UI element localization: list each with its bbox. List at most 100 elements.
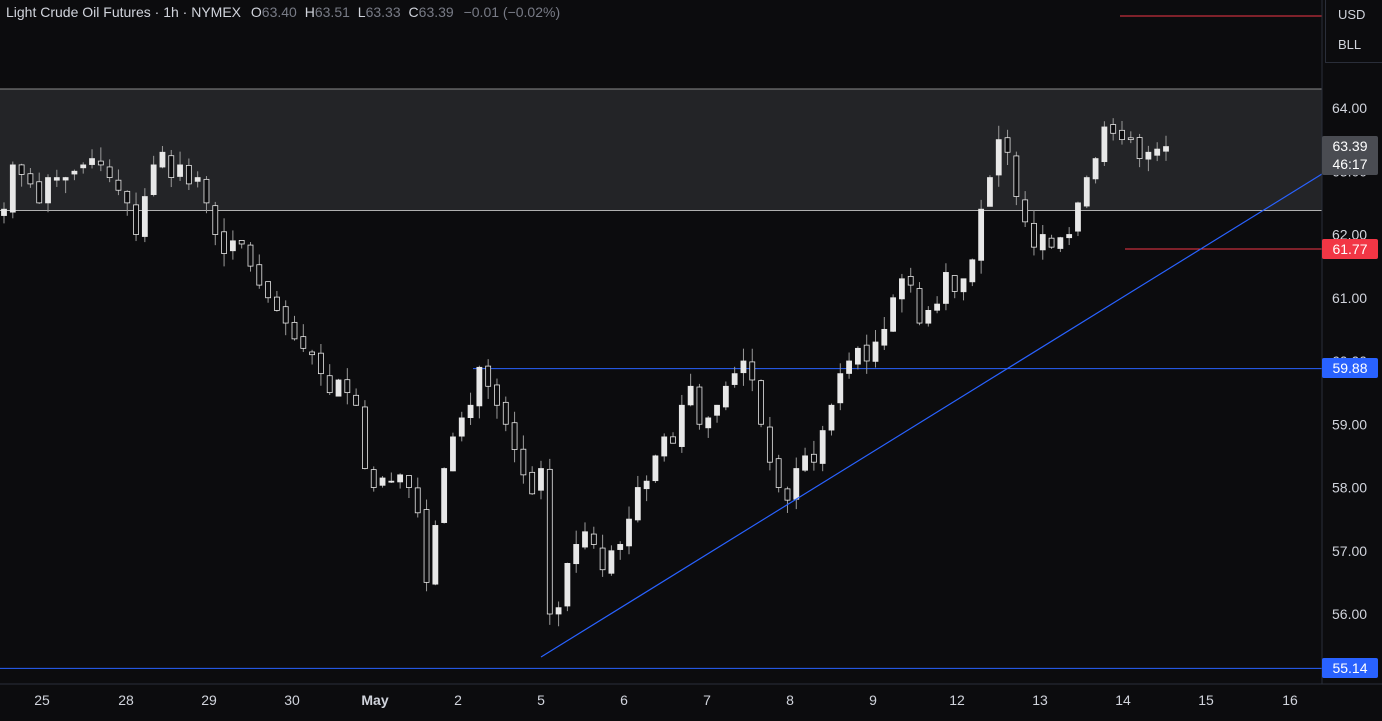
candle-body: [1145, 151, 1152, 160]
time-tick-label: 15: [1198, 692, 1214, 708]
high-label: H: [304, 4, 315, 20]
close-label: C: [408, 4, 419, 20]
candle-body: [766, 426, 773, 463]
candle-body: [1048, 237, 1055, 248]
unit-button[interactable]: BLL: [1338, 37, 1362, 52]
candle-body: [238, 240, 245, 245]
price-tick-label: 59.00: [1332, 416, 1367, 432]
candle-body: [705, 417, 712, 429]
candle-body: [388, 480, 395, 483]
candle-body: [1057, 237, 1064, 249]
candle-body: [432, 525, 439, 585]
price-tick-label: 56.00: [1332, 606, 1367, 622]
candle-body: [599, 547, 606, 571]
trendline[interactable]: [540, 173, 1323, 658]
candle-body: [1101, 126, 1108, 163]
currency-button[interactable]: USD: [1338, 7, 1366, 22]
candle-body: [520, 448, 527, 476]
candle-body: [115, 179, 122, 191]
zone-fill: [0, 89, 1322, 211]
candle-body: [916, 288, 923, 324]
candle-body: [573, 544, 580, 565]
candle-body: [458, 417, 465, 437]
candle-body: [749, 361, 756, 381]
unit-selector[interactable]: USD BLL: [1325, 0, 1382, 63]
candle-body: [1, 208, 7, 216]
candle-body: [740, 360, 747, 374]
candle-body: [265, 281, 271, 299]
low-value: 63.33: [365, 4, 401, 20]
candle-body: [467, 404, 474, 419]
time-tick-label: 9: [869, 692, 877, 708]
candles: [1, 118, 1169, 627]
ascending-trendline[interactable]: [540, 173, 1323, 658]
time-tick-label: 13: [1032, 692, 1048, 708]
interval-label[interactable]: 1h: [163, 4, 179, 20]
candle-body: [687, 385, 694, 406]
time-tick-label: 7: [703, 692, 711, 708]
support-tag: 55.14: [1322, 658, 1378, 678]
candle-body: [960, 278, 967, 293]
candle-body: [802, 455, 808, 471]
change-value: −0.01 (−0.02%): [463, 4, 561, 20]
candle-body: [406, 475, 412, 488]
candle-body: [344, 379, 351, 394]
candle-body: [538, 468, 544, 491]
candle-body: [1075, 202, 1081, 232]
candle-body: [863, 344, 870, 362]
candle-body: [837, 373, 844, 404]
price-tick-label: 62.00: [1332, 227, 1367, 243]
symbol-name[interactable]: Light Crude Oil Futures: [6, 4, 151, 20]
candle-body: [907, 275, 914, 286]
candle-body: [1110, 124, 1117, 134]
candle-body: [106, 166, 113, 178]
candle-body: [810, 453, 817, 463]
candle-body: [555, 607, 562, 615]
current-price-tag: 63.39 46:17: [1322, 136, 1378, 175]
candle-body: [124, 190, 131, 204]
candle-body: [326, 375, 333, 394]
time-tick-label: 2: [454, 692, 462, 708]
candle-body: [784, 488, 791, 501]
price-axis[interactable]: 56.0057.0058.0059.0060.0061.0062.0063.00…: [1321, 0, 1367, 684]
price-tick-label: 64.00: [1332, 100, 1367, 116]
candle-body: [45, 177, 51, 204]
candle-body: [318, 352, 324, 375]
candle-body: [731, 373, 738, 385]
candle-body: [696, 386, 703, 425]
candle-body: [291, 321, 298, 340]
candle-body: [414, 487, 421, 514]
candle-body: [9, 164, 16, 213]
candle-body: [18, 164, 25, 175]
red-level-tag: 61.77: [1322, 239, 1378, 259]
candle-body: [441, 468, 448, 523]
candle-body: [626, 518, 632, 547]
candle-body: [661, 436, 668, 457]
candle-body: [379, 477, 386, 486]
resistance-tag: 59.88: [1322, 358, 1378, 378]
candle-body: [652, 455, 659, 482]
candle-body: [819, 430, 826, 464]
candle-body: [80, 164, 87, 169]
candle-body: [485, 365, 492, 387]
candle-body: [872, 341, 879, 362]
candle-body: [714, 404, 720, 416]
candle-body: [881, 328, 888, 346]
candle-body: [397, 474, 404, 483]
candle-body: [335, 379, 342, 397]
candle-body: [1083, 177, 1090, 207]
candle-body: [828, 404, 835, 431]
current-price-value: 63.39: [1332, 138, 1368, 154]
candle-body: [854, 347, 861, 365]
candle-body: [943, 272, 949, 304]
time-axis[interactable]: 25 28 29 30 May 2 5 6 7 8 9 12 13 14 15 16: [0, 683, 1382, 708]
candle-body: [1119, 129, 1125, 141]
candle-body: [133, 204, 139, 235]
candle-body: [97, 160, 104, 166]
exchange-label: NYMEX: [191, 4, 242, 20]
time-tick-label: May: [361, 692, 388, 708]
candle-body: [71, 170, 78, 175]
consolidation-zone: [0, 88, 1322, 211]
